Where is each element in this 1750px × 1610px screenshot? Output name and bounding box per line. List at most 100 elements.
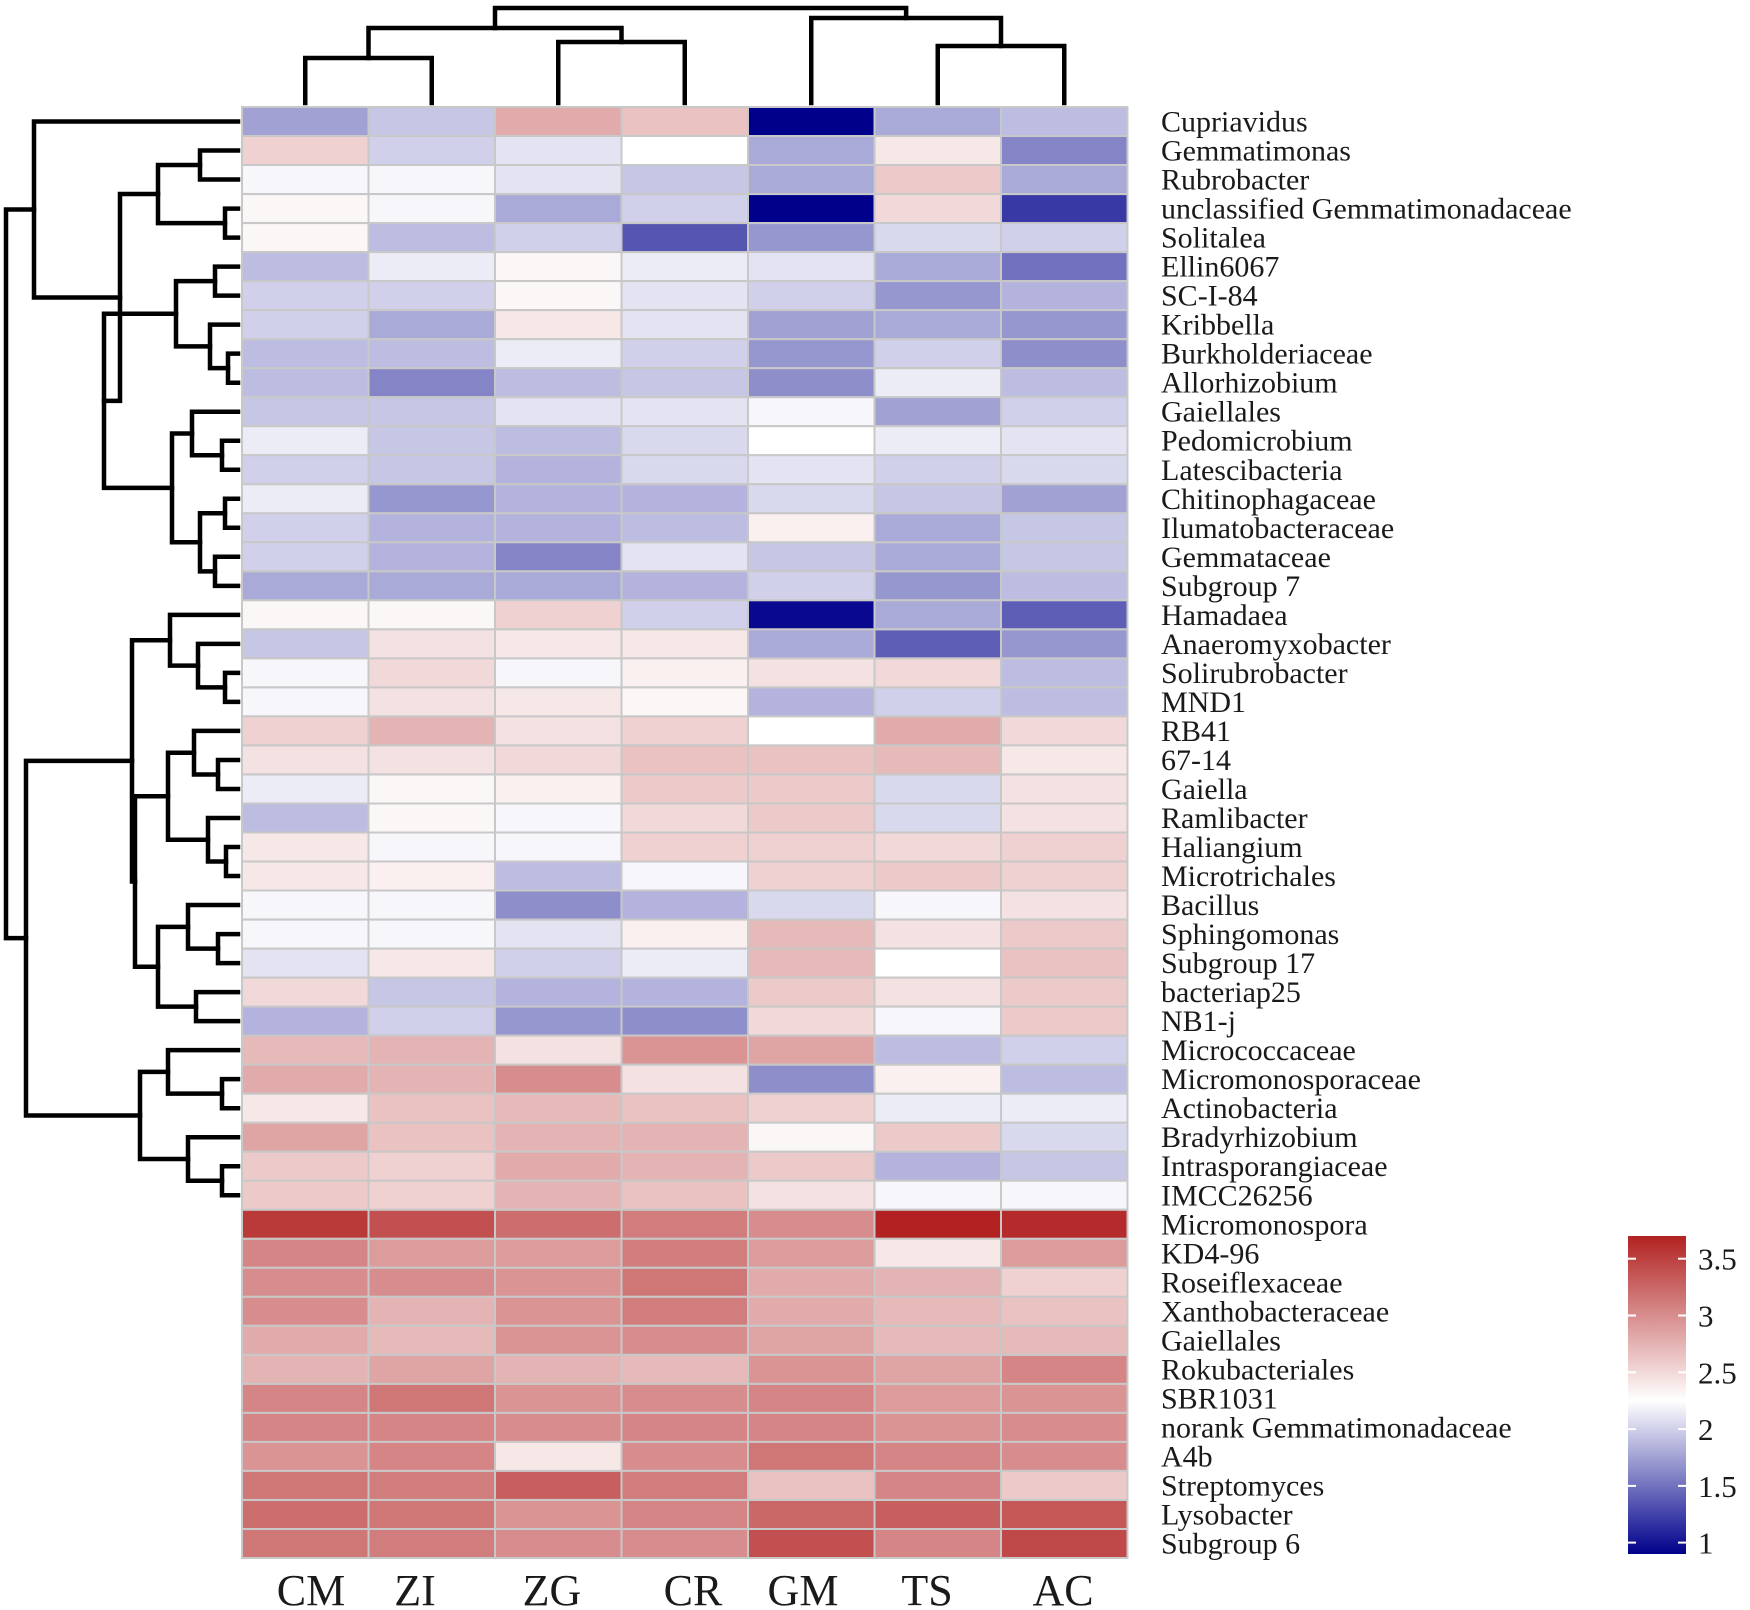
heatmap-cell (747, 657, 876, 689)
dendrogram-link (207, 322, 241, 371)
heatmap-cell (367, 135, 496, 166)
heatmap-cell (873, 860, 1002, 892)
heatmap-cell (494, 106, 623, 137)
heatmap-cell (873, 599, 1002, 631)
heatmap-cell (747, 889, 876, 921)
heatmap-cell (1000, 338, 1129, 370)
row-label: Intrasporangiaceae (1161, 1150, 1388, 1183)
row-label: Pedomicrobium (1161, 425, 1353, 458)
heatmap-cell (241, 976, 370, 1008)
heatmap-cell (873, 1382, 1002, 1414)
heatmap-cell (494, 338, 623, 370)
heatmap-cell (1000, 976, 1129, 1008)
heatmap-cell (367, 686, 496, 718)
colorbar-tick-label: 1.5 (1698, 1469, 1737, 1504)
heatmap-cell (367, 1179, 496, 1211)
heatmap-cell (1000, 280, 1129, 312)
row-label: NB1-j (1161, 1005, 1236, 1038)
heatmap-cell (367, 1034, 496, 1066)
heatmap-cell (1000, 715, 1129, 747)
heatmap-cell (494, 309, 623, 341)
heatmap-cell (1000, 512, 1129, 544)
row-label: Micrococcaceae (1161, 1034, 1356, 1067)
heatmap-cell (494, 1005, 623, 1037)
heatmap-cell (747, 1440, 876, 1472)
dendrogram-link (155, 924, 199, 1009)
heatmap-cell (367, 1063, 496, 1095)
heatmap-cell (873, 976, 1002, 1008)
dendrogram-link (215, 931, 241, 966)
heatmap-cell (873, 106, 1002, 137)
heatmap-cell (1000, 1208, 1129, 1240)
row-label: Microtrichales (1161, 860, 1336, 893)
heatmap-cell (873, 918, 1002, 950)
heatmap-cell (367, 947, 496, 979)
heatmap-cell (1000, 773, 1129, 805)
heatmap-cell (1000, 889, 1129, 921)
dendrogram-link (935, 43, 1067, 106)
heatmap-cell (367, 1150, 496, 1182)
heatmap-cell (620, 193, 749, 225)
heatmap-cell (1000, 164, 1129, 195)
heatmap-cell (873, 1411, 1002, 1443)
heatmap-cell (620, 1150, 749, 1182)
heatmap-cell (1000, 1092, 1129, 1124)
heatmap-cell (367, 396, 496, 428)
row-label: Chitinophagaceae (1161, 483, 1376, 516)
row-label: KD4-96 (1161, 1237, 1259, 1270)
heatmap-cell (494, 976, 623, 1008)
heatmap-cell (620, 251, 749, 283)
heatmap-cell (620, 512, 749, 544)
heatmap-cell (873, 947, 1002, 979)
heatmap-cell (1000, 1121, 1129, 1153)
heatmap-cell (620, 744, 749, 776)
row-label: Allorhizobium (1161, 367, 1338, 400)
heatmap-cell (1000, 1295, 1129, 1327)
row-label: norank Gemmatimonadaceae (1161, 1411, 1512, 1444)
heatmap-cell (1000, 541, 1129, 573)
heatmap-cell (620, 309, 749, 341)
heatmap-cell (873, 367, 1002, 399)
row-label: Roseiflexaceae (1161, 1266, 1343, 1299)
heatmap-cell (873, 512, 1002, 544)
heatmap-cell (367, 367, 496, 399)
dendrogram-link (219, 1076, 241, 1111)
dendrogram-link (193, 989, 241, 1024)
heatmap-cell (620, 599, 749, 631)
heatmap-cell (367, 483, 496, 515)
dendrogram-link (3, 207, 37, 941)
heatmap-cell (747, 918, 876, 950)
heatmap-cell (494, 367, 623, 399)
heatmap-cell (747, 1324, 876, 1356)
heatmap-cell (620, 1208, 749, 1240)
heatmap-cell (367, 773, 496, 805)
heatmap-cell (241, 744, 370, 776)
column-label: CR (664, 1566, 723, 1610)
heatmap-cell (747, 715, 876, 747)
row-label: Xanthobacteraceae (1161, 1295, 1389, 1328)
heatmap-cell (494, 1469, 623, 1501)
heatmap-cell (241, 1034, 370, 1066)
heatmap-cell (241, 686, 370, 718)
heatmap-cell (1000, 367, 1129, 399)
heatmap-cell (1000, 570, 1129, 602)
heatmap-cell (747, 1295, 876, 1327)
row-label: Gaiellales (1161, 396, 1281, 429)
heatmap-cell (620, 106, 749, 137)
row-label: Haliangium (1161, 831, 1303, 864)
heatmap-cell (367, 338, 496, 370)
heatmap-cell (494, 628, 623, 660)
heatmap-cell (241, 1121, 370, 1153)
heatmap-cell (241, 628, 370, 660)
row-labels: CupriavidusGemmatimonasRubrobacterunclas… (1161, 106, 1572, 1561)
heatmap-cell (873, 1121, 1002, 1153)
heatmap-cell (747, 802, 876, 834)
heatmap-cell (747, 1411, 876, 1443)
row-dendrogram (3, 119, 241, 1198)
heatmap-cell (241, 1266, 370, 1298)
heatmap-cell (1000, 628, 1129, 660)
heatmap-cell (620, 1237, 749, 1269)
dendrogram-link (197, 511, 228, 574)
heatmap-cell (1000, 222, 1129, 254)
